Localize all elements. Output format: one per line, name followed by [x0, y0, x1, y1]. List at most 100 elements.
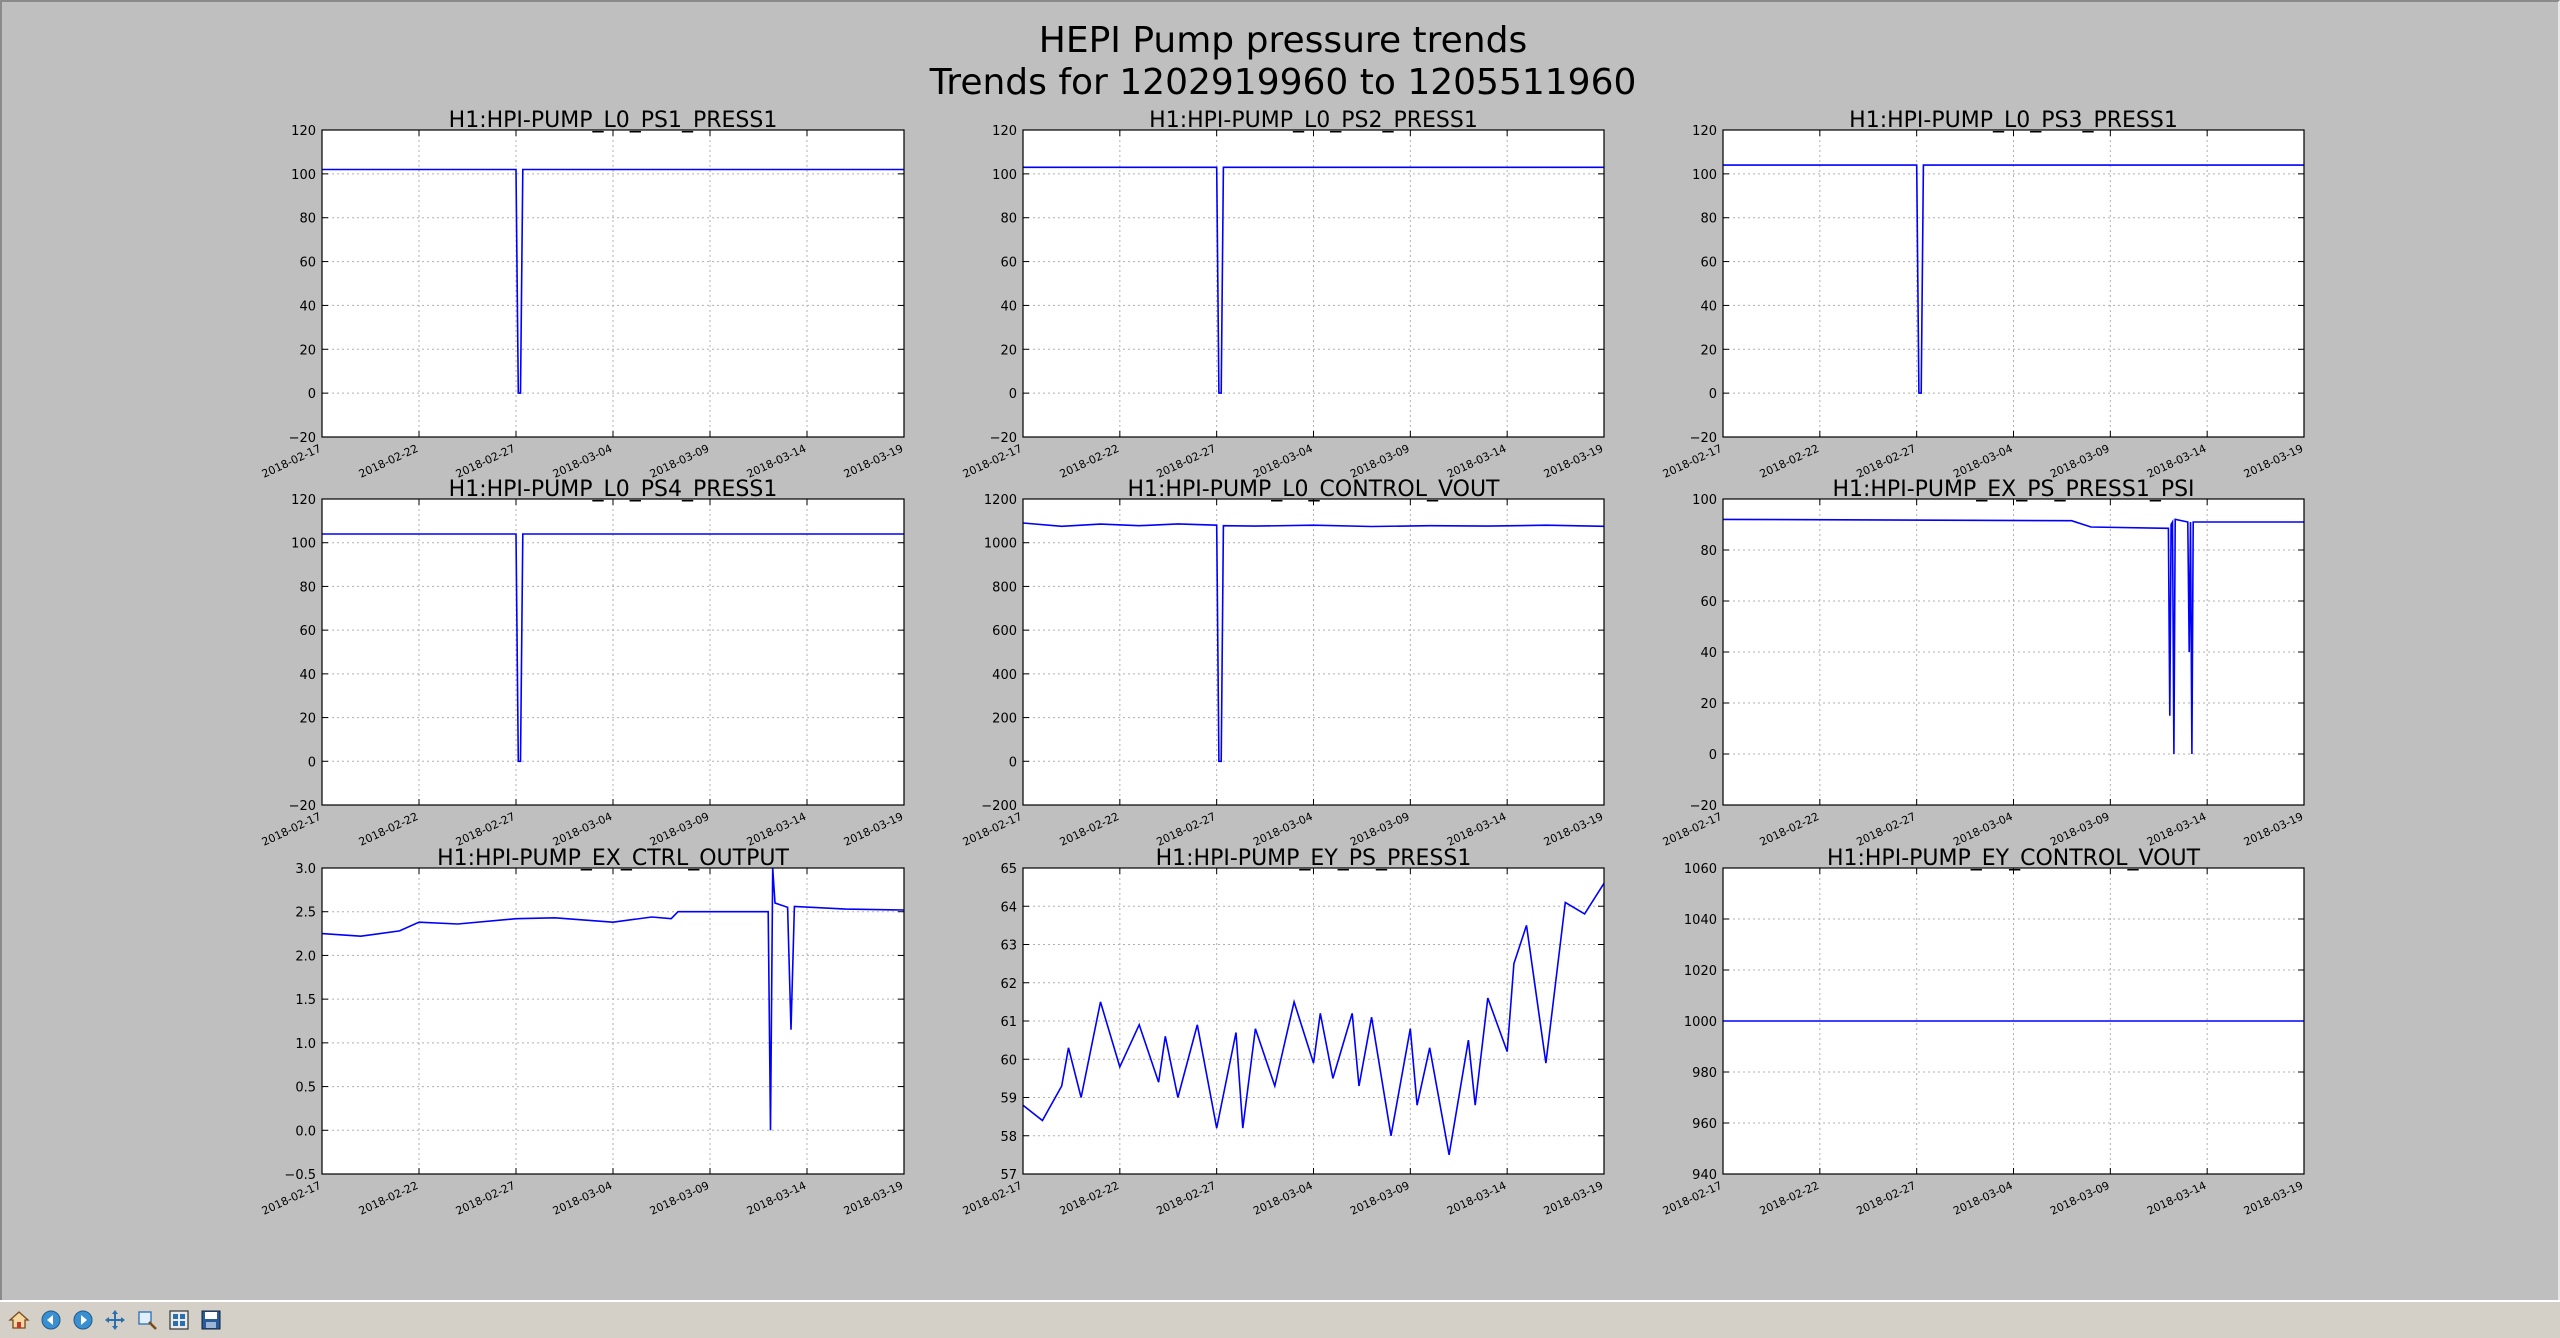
y-tick-label: 0.0 — [295, 1124, 316, 1139]
x-tick-label: 2018-03-04 — [1951, 810, 2014, 849]
x-tick-label: 2018-03-19 — [842, 1179, 905, 1218]
y-tick-label: 40 — [299, 299, 316, 314]
figure-subtitle: Trends for 1202919960 to 1205511960 — [929, 62, 1637, 103]
subplot-title: H1:HPI-PUMP_L0_CONTROL_VOUT — [1127, 477, 1500, 502]
y-tick-label: 960 — [1692, 1117, 1717, 1132]
y-tick-label: −200 — [981, 799, 1017, 814]
home-icon — [8, 1311, 30, 1329]
y-tick-label: 600 — [992, 624, 1017, 639]
axes-frame — [1722, 129, 2305, 438]
subplot-title: H1:HPI-PUMP_EY_CONTROL_VOUT — [1827, 846, 2201, 871]
x-tick-label: 2018-03-09 — [648, 442, 711, 481]
y-tick-label: 60 — [299, 256, 316, 271]
pan-icon — [105, 1310, 125, 1330]
x-tick-label: 2018-03-09 — [2048, 442, 2111, 481]
y-tick-label: 80 — [299, 212, 316, 227]
x-tick-label: 2018-02-22 — [357, 1179, 420, 1218]
y-tick-label: 1.5 — [295, 993, 316, 1008]
configure-subplots-button[interactable] — [164, 1305, 194, 1335]
x-tick-label: 2018-03-14 — [2145, 810, 2208, 849]
y-tick-label: 100 — [291, 168, 316, 183]
x-tick-label: 2018-03-19 — [1542, 1179, 1605, 1218]
subplot: H1:HPI-PUMP_EY_PS_PRESS1 57 58 59 60 61 62 63 64… — [961, 846, 1605, 1218]
x-tick-label: 2018-02-17 — [1661, 810, 1724, 849]
x-tick-label: 2018-02-27 — [1854, 810, 1917, 849]
series-line — [322, 168, 904, 394]
y-tick-label: 40 — [1700, 646, 1717, 661]
x-tick-label: 2018-03-19 — [1542, 442, 1605, 481]
x-tick-label: 2018-03-09 — [2048, 810, 2111, 849]
y-tick-label: 1060 — [1684, 862, 1717, 877]
y-tick-label: 80 — [1000, 212, 1017, 227]
y-tick-label: 0 — [1009, 387, 1017, 402]
y-tick-label: 20 — [1700, 343, 1717, 358]
y-tick-label: 800 — [992, 580, 1017, 595]
y-tick-label: 65 — [1000, 862, 1017, 877]
x-tick-label: 2018-03-14 — [1445, 442, 1508, 481]
y-tick-label: 57 — [1000, 1168, 1017, 1183]
x-tick-label: 2018-03-04 — [551, 1179, 614, 1218]
x-tick-label: 2018-02-17 — [961, 810, 1024, 849]
pan-button[interactable] — [100, 1305, 130, 1335]
y-tick-label: 0 — [1709, 387, 1717, 402]
subplot: H1:HPI-PUMP_L0_PS3_PRESS1 −20 0 20 40 60 80 100… — [1661, 108, 2305, 481]
x-tick-label: 2018-03-09 — [1348, 1179, 1411, 1218]
save-button[interactable] — [196, 1305, 226, 1335]
save-icon — [201, 1310, 221, 1330]
x-tick-label: 2018-02-27 — [1854, 442, 1917, 481]
y-tick-label: 940 — [1692, 1168, 1717, 1183]
subplot: H1:HPI-PUMP_L0_PS1_PRESS1 −20 0 20 40 60 80 100… — [260, 108, 905, 481]
x-tick-label: 2018-03-04 — [551, 442, 614, 481]
subplot: H1:HPI-PUMP_L0_PS2_PRESS1 −20 0 20 40 60 80 100… — [961, 108, 1605, 481]
x-tick-label: 2018-03-19 — [2242, 1179, 2305, 1218]
y-tick-label: 200 — [992, 712, 1017, 727]
forward-icon — [73, 1310, 93, 1330]
y-tick-label: 100 — [1692, 168, 1717, 183]
series-line — [1022, 882, 1605, 1156]
y-tick-label: 120 — [291, 124, 316, 139]
series-line — [321, 867, 905, 1131]
x-tick-label: 2018-03-14 — [745, 442, 808, 481]
x-tick-label: 2018-02-27 — [1154, 1179, 1217, 1218]
subplot-title: H1:HPI-PUMP_L0_PS3_PRESS1 — [1849, 108, 2178, 133]
y-tick-label: 3.0 — [295, 862, 316, 877]
x-tick-label: 2018-02-22 — [1758, 1179, 1821, 1218]
x-tick-label: 2018-02-22 — [1758, 810, 1821, 849]
y-tick-label: 60 — [1000, 1053, 1017, 1068]
x-tick-label: 2018-02-22 — [357, 810, 420, 849]
x-tick-label: 2018-03-19 — [842, 810, 905, 849]
x-tick-label: 2018-03-19 — [842, 442, 905, 481]
x-tick-label: 2018-02-17 — [961, 1179, 1024, 1218]
y-tick-label: 80 — [1700, 212, 1717, 227]
series-line — [1723, 164, 2304, 394]
y-tick-label: 0 — [1709, 748, 1717, 763]
home-button[interactable] — [4, 1305, 34, 1335]
x-tick-label: 2018-03-09 — [1348, 810, 1411, 849]
x-tick-label: 2018-02-27 — [454, 810, 517, 849]
y-tick-label: −20 — [1690, 431, 1717, 446]
x-tick-label: 2018-03-14 — [1445, 810, 1508, 849]
y-tick-label: −20 — [289, 431, 316, 446]
zoom-button[interactable] — [132, 1305, 162, 1335]
y-tick-label: 62 — [1000, 977, 1017, 992]
y-tick-label: 1040 — [1684, 913, 1717, 928]
back-button[interactable] — [36, 1305, 66, 1335]
y-tick-label: 60 — [1700, 595, 1717, 610]
subplot-title: H1:HPI-PUMP_EX_PS_PRESS1_PSI — [1832, 477, 2194, 502]
subplot-title: H1:HPI-PUMP_L0_PS2_PRESS1 — [1149, 108, 1478, 133]
y-tick-label: 980 — [1692, 1066, 1717, 1081]
subplot: H1:HPI-PUMP_EY_CONTROL_VOUT 940 960 980 1000… — [1661, 846, 2305, 1218]
axes-frame — [1022, 129, 1605, 438]
y-tick-label: 0 — [308, 387, 316, 402]
y-tick-label: 64 — [1000, 900, 1017, 915]
axes-frame — [1022, 498, 1605, 806]
forward-button[interactable] — [68, 1305, 98, 1335]
x-tick-label: 2018-03-14 — [2145, 442, 2208, 481]
subplot: H1:HPI-PUMP_EX_CTRL_OUTPUT −0.5 0.0 0.5 1.0 1… — [260, 846, 905, 1218]
y-tick-label: 0.5 — [295, 1081, 316, 1096]
x-tick-label: 2018-02-17 — [961, 442, 1024, 481]
navigation-toolbar — [0, 1300, 2560, 1338]
y-tick-label: 100 — [1692, 493, 1717, 508]
series-line — [1023, 166, 1604, 394]
y-tick-label: 20 — [1700, 697, 1717, 712]
